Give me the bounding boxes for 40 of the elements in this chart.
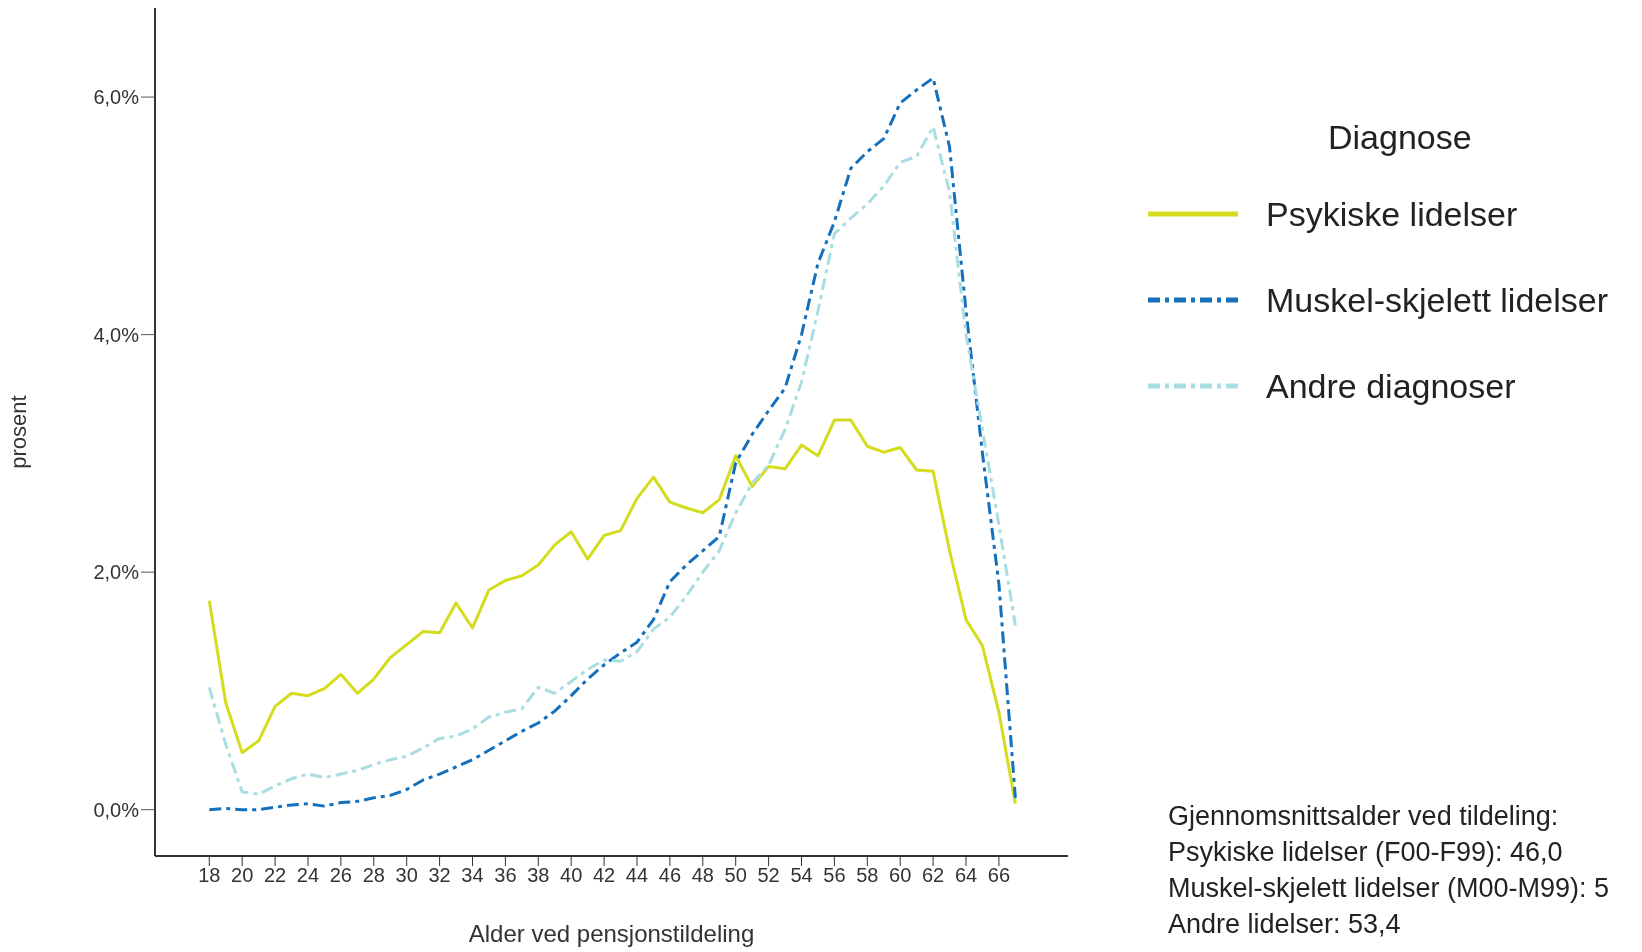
y-tick-label: 4,0%	[93, 323, 140, 346]
line-series	[207, 418, 1017, 806]
x-tick-label: 60	[889, 864, 912, 887]
y-tick-label: 0,0%	[93, 798, 140, 821]
x-tick-label: 38	[527, 864, 550, 887]
x-tick-label: 64	[954, 864, 978, 887]
x-tick-label: 36	[494, 864, 517, 887]
x-tick-label: 52	[757, 864, 780, 887]
x-tick-label: 50	[724, 864, 747, 887]
text: Gjennomsnittsalder ved tildeling:	[1168, 800, 1560, 833]
text: Psykiske lidelser (F00-F99): 46,0	[1168, 836, 1564, 869]
y-axis-title: prosent	[5, 395, 31, 469]
x-tick-label: 24	[296, 864, 320, 887]
text: Andre lidelser: 53,4	[1168, 908, 1402, 941]
x-tick-label: 30	[395, 864, 418, 887]
legend-label: Psykiske lidelser	[1266, 194, 1518, 234]
x-tick-label: 28	[362, 864, 385, 887]
legend-label: Andre diagnoser	[1266, 366, 1516, 406]
x-tick-label: 58	[856, 864, 879, 887]
x-tick-label: 46	[658, 864, 682, 887]
x-tick-label: 42	[592, 864, 616, 887]
y-tick-label: 6,0%	[93, 86, 140, 109]
x-tick-label: 26	[329, 864, 353, 887]
x-tick-label: 44	[625, 864, 649, 887]
x-tick-label: 18	[198, 864, 221, 887]
x-tick-label: 32	[428, 864, 451, 887]
x-tick-label: 62	[921, 864, 945, 887]
x-tick-label: 34	[461, 864, 484, 887]
x-tick-label: 48	[691, 864, 714, 887]
x-tick-label: 56	[823, 864, 846, 887]
x-tick-label: 22	[263, 864, 287, 887]
y-tick-label: 2,0%	[93, 561, 140, 584]
x-tick-label: 40	[560, 864, 583, 887]
legend-label: Muskel-skjelett lidelser	[1266, 280, 1608, 320]
x-tick-label: 54	[790, 864, 813, 887]
legend-title: Diagnose	[1328, 118, 1473, 157]
x-tick-label: 66	[987, 864, 1011, 887]
x-axis-title: Alder ved pensjonstildeling	[468, 920, 755, 947]
text: Muskel-skjelett lidelser (M00-M99): 5	[1168, 872, 1610, 905]
x-tick-label: 20	[231, 864, 254, 887]
